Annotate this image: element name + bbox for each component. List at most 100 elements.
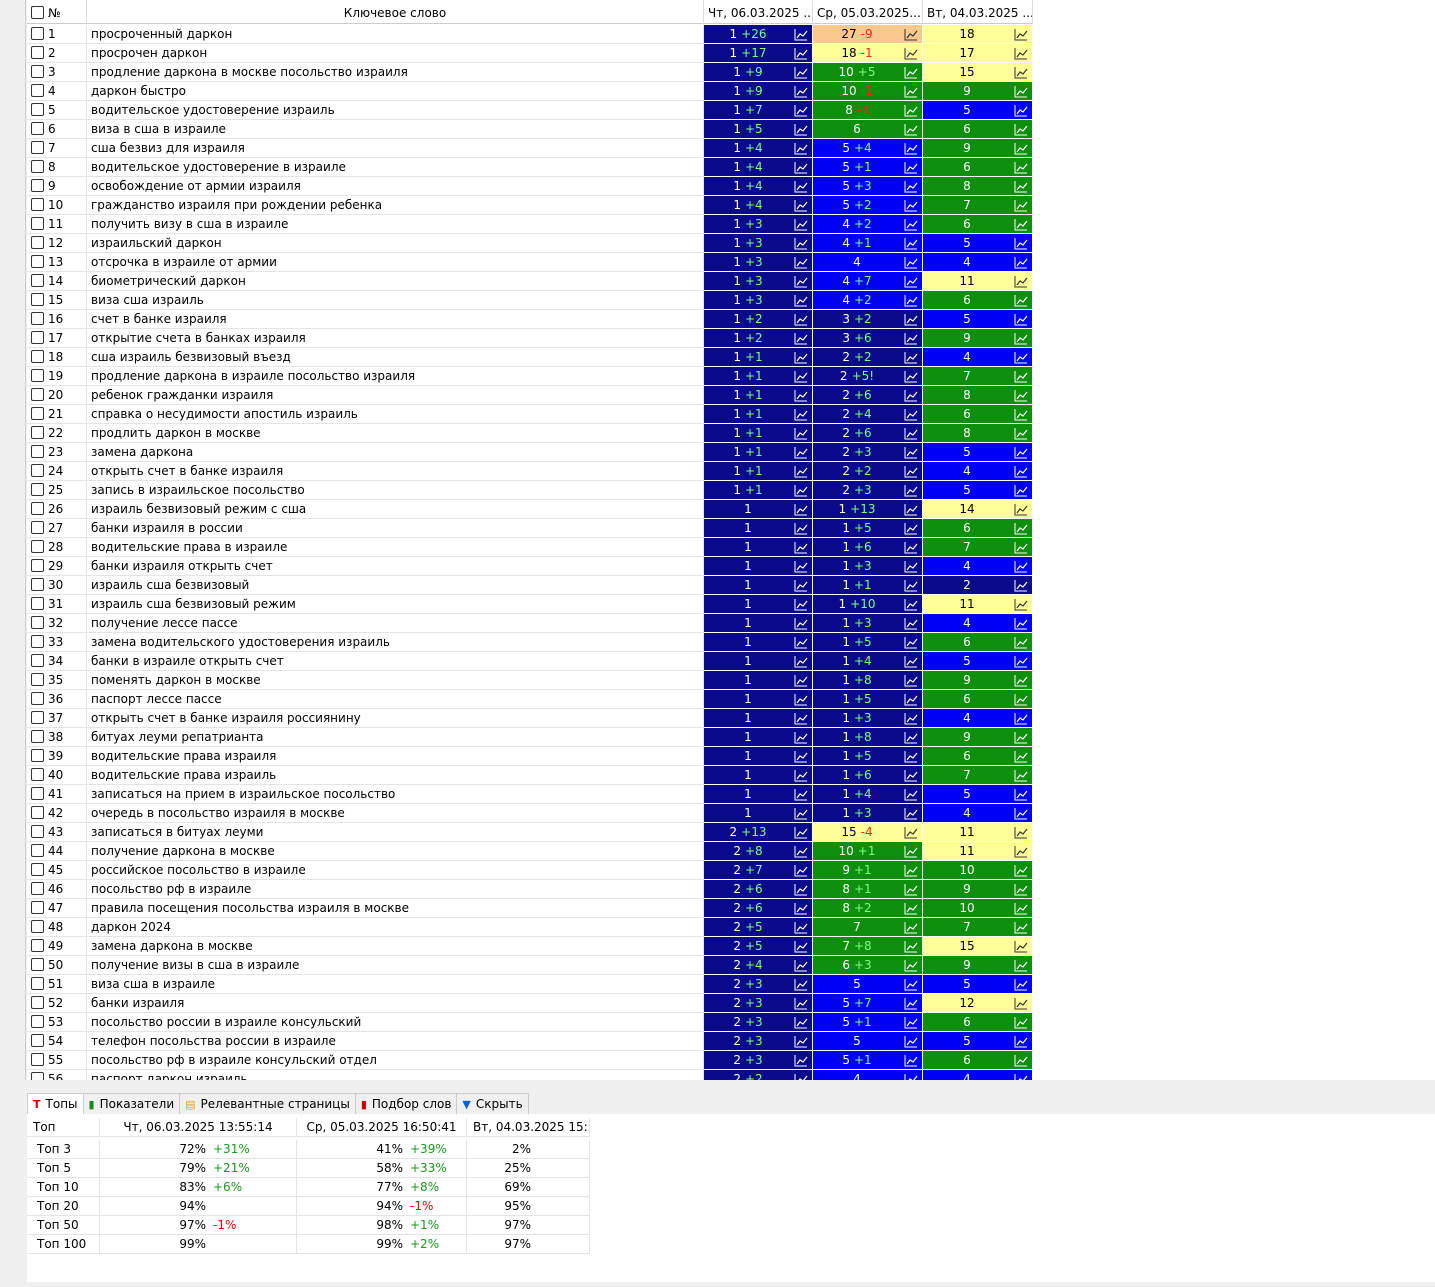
chart-icon[interactable] [794, 1016, 808, 1029]
chart-icon[interactable] [1014, 370, 1028, 383]
chart-icon[interactable] [794, 332, 808, 345]
chart-icon[interactable] [904, 693, 918, 706]
chart-icon[interactable] [904, 427, 918, 440]
checkbox[interactable] [31, 27, 44, 40]
checkbox[interactable] [31, 578, 44, 591]
chart-icon[interactable] [794, 123, 808, 136]
chart-icon[interactable] [904, 370, 918, 383]
checkbox[interactable] [31, 958, 44, 971]
chart-icon[interactable] [904, 161, 918, 174]
chart-icon[interactable] [1014, 845, 1028, 858]
checkbox[interactable] [31, 901, 44, 914]
checkbox[interactable] [31, 844, 44, 857]
chart-icon[interactable] [904, 484, 918, 497]
checkbox[interactable] [31, 977, 44, 990]
chart-icon[interactable] [1014, 427, 1028, 440]
checkbox[interactable] [31, 331, 44, 344]
checkbox[interactable] [31, 787, 44, 800]
chart-icon[interactable] [1014, 446, 1028, 459]
chart-icon[interactable] [904, 180, 918, 193]
chart-icon[interactable] [904, 1016, 918, 1029]
chart-icon[interactable] [1014, 180, 1028, 193]
chart-icon[interactable] [904, 674, 918, 687]
chart-icon[interactable] [1014, 161, 1028, 174]
chart-icon[interactable] [794, 617, 808, 630]
chart-icon[interactable] [904, 883, 918, 896]
chart-icon[interactable] [904, 902, 918, 915]
chart-icon[interactable] [904, 237, 918, 250]
chart-icon[interactable] [904, 845, 918, 858]
chart-icon[interactable] [794, 1073, 808, 1080]
checkbox[interactable] [31, 1072, 44, 1080]
checkbox[interactable] [31, 46, 44, 59]
checkbox[interactable] [31, 635, 44, 648]
chart-icon[interactable] [1014, 997, 1028, 1010]
chart-icon[interactable] [1014, 351, 1028, 364]
checkbox[interactable] [31, 939, 44, 952]
chart-icon[interactable] [904, 218, 918, 231]
chart-icon[interactable] [794, 750, 808, 763]
chart-icon[interactable] [1014, 807, 1028, 820]
chart-icon[interactable] [794, 1054, 808, 1067]
tab[interactable]: ▮ Подбор слов [354, 1093, 458, 1114]
chart-icon[interactable] [904, 408, 918, 421]
checkbox[interactable] [31, 388, 44, 401]
chart-icon[interactable] [904, 750, 918, 763]
chart-icon[interactable] [1014, 617, 1028, 630]
chart-icon[interactable] [1014, 408, 1028, 421]
chart-icon[interactable] [904, 769, 918, 782]
checkbox[interactable] [31, 863, 44, 876]
checkbox[interactable] [31, 882, 44, 895]
chart-icon[interactable] [1014, 465, 1028, 478]
checkbox[interactable] [31, 141, 44, 154]
checkbox[interactable] [31, 236, 44, 249]
chart-icon[interactable] [794, 256, 808, 269]
chart-icon[interactable] [794, 826, 808, 839]
chart-icon[interactable] [904, 655, 918, 668]
chart-icon[interactable] [1014, 655, 1028, 668]
chart-icon[interactable] [1014, 313, 1028, 326]
chart-icon[interactable] [904, 1035, 918, 1048]
chart-icon[interactable] [794, 199, 808, 212]
chart-icon[interactable] [1014, 1054, 1028, 1067]
chart-icon[interactable] [794, 28, 808, 41]
chart-icon[interactable] [1014, 1035, 1028, 1048]
chart-icon[interactable] [794, 788, 808, 801]
chart-icon[interactable] [794, 47, 808, 60]
chart-icon[interactable] [794, 579, 808, 592]
chart-icon[interactable] [904, 465, 918, 478]
checkbox[interactable] [31, 312, 44, 325]
header-date[interactable]: Вт, 04.03.2025 ... [923, 0, 1033, 24]
chart-icon[interactable] [794, 655, 808, 668]
chart-icon[interactable] [1014, 750, 1028, 763]
chart-icon[interactable] [1014, 769, 1028, 782]
chart-icon[interactable] [794, 560, 808, 573]
chart-icon[interactable] [794, 484, 808, 497]
chart-icon[interactable] [794, 351, 808, 364]
chart-icon[interactable] [794, 921, 808, 934]
chart-icon[interactable] [794, 731, 808, 744]
chart-icon[interactable] [1014, 503, 1028, 516]
chart-icon[interactable] [904, 313, 918, 326]
chart-icon[interactable] [904, 712, 918, 725]
chart-icon[interactable] [904, 275, 918, 288]
chart-icon[interactable] [1014, 560, 1028, 573]
chart-icon[interactable] [794, 446, 808, 459]
checkbox[interactable] [31, 1053, 44, 1066]
chart-icon[interactable] [904, 104, 918, 117]
chart-icon[interactable] [794, 218, 808, 231]
chart-icon[interactable] [1014, 66, 1028, 79]
chart-icon[interactable] [1014, 636, 1028, 649]
checkbox[interactable] [31, 768, 44, 781]
chart-icon[interactable] [904, 351, 918, 364]
chart-icon[interactable] [904, 389, 918, 402]
chart-icon[interactable] [904, 256, 918, 269]
chart-icon[interactable] [1014, 389, 1028, 402]
chart-icon[interactable] [1014, 712, 1028, 725]
chart-icon[interactable] [1014, 1073, 1028, 1080]
chart-icon[interactable] [1014, 579, 1028, 592]
checkbox[interactable] [31, 673, 44, 686]
chart-icon[interactable] [904, 636, 918, 649]
chart-icon[interactable] [1014, 237, 1028, 250]
chart-icon[interactable] [1014, 199, 1028, 212]
